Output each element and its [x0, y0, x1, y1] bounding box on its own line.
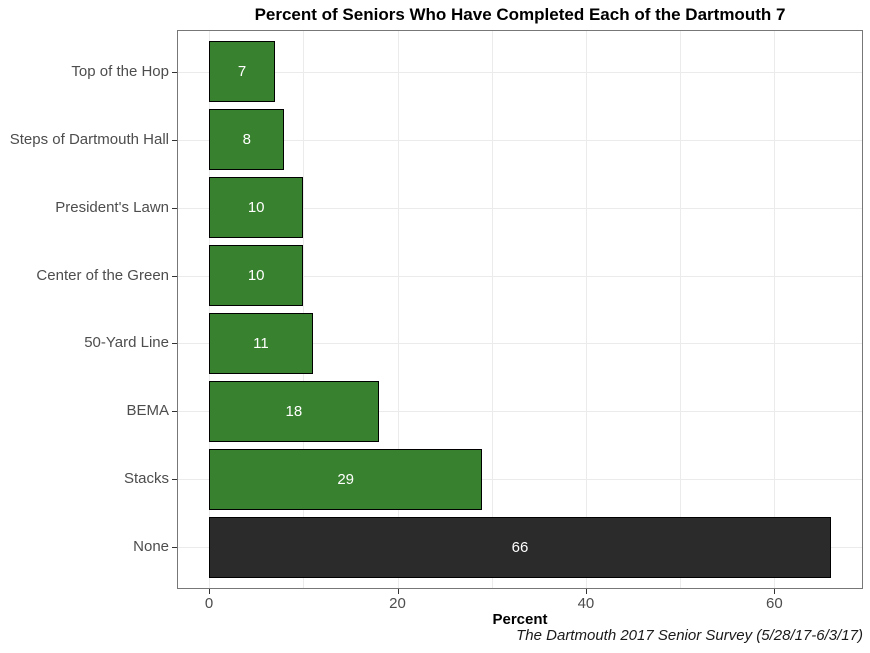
x-tick-label: 60 [766, 595, 783, 612]
y-tick-mark [172, 275, 177, 277]
bar-value-label: 66 [511, 538, 529, 556]
y-axis-label: 50-Yard Line [84, 334, 169, 352]
bar-value-label: 11 [253, 334, 269, 352]
y-gridline [178, 479, 862, 481]
y-axis-label: Center of the Green [36, 266, 169, 284]
x-tick-mark [209, 589, 211, 594]
y-tick-mark [172, 479, 177, 481]
x-gridline [585, 31, 587, 588]
x-gridline [774, 31, 776, 588]
x-axis-title: Percent [492, 611, 548, 628]
bar: 7 [209, 41, 276, 103]
bar-value-label: 10 [247, 199, 265, 217]
y-tick-mark [172, 411, 177, 413]
y-axis-label: Steps of Dartmouth Hall [9, 130, 169, 148]
x-tick-mark [397, 589, 399, 594]
y-gridline [178, 411, 862, 413]
y-axis-label: Stacks [123, 470, 169, 488]
y-tick-mark [172, 139, 177, 141]
y-gridline [178, 207, 862, 209]
bar-value-label: 18 [285, 402, 303, 420]
bar: 10 [209, 177, 304, 239]
chart-caption: The Dartmouth 2017 Senior Survey (5/28/1… [516, 627, 863, 644]
y-tick-mark [172, 71, 177, 73]
y-gridline [178, 275, 862, 277]
x-gridline [397, 31, 399, 588]
y-gridline [178, 343, 862, 345]
y-axis-label: None [133, 538, 169, 556]
x-tick-mark [774, 589, 776, 594]
bar-value-label: 10 [247, 267, 265, 285]
plot-panel: 7 8 10 10 11 18 29 66 [177, 30, 863, 589]
x-tick-label: 0 [204, 595, 214, 612]
bar: 29 [209, 448, 483, 510]
bar: 10 [209, 244, 304, 307]
y-axis-label: Top of the Hop [71, 62, 169, 80]
x-tick-mark [585, 589, 587, 594]
bar: 11 [209, 312, 313, 375]
x-tick-label: 40 [577, 595, 595, 612]
y-tick-mark [172, 343, 177, 345]
bar-value-label: 29 [337, 470, 355, 488]
bar-value-label: 8 [242, 131, 251, 149]
bar: 18 [209, 380, 379, 442]
y-axis-label: BEMA [126, 402, 169, 420]
x-gridline [680, 31, 682, 588]
x-gridline [209, 31, 211, 588]
x-gridline [491, 31, 493, 588]
bar: 66 [209, 516, 831, 578]
y-gridline [178, 139, 862, 141]
y-gridline [178, 71, 862, 73]
bar-value-label: 7 [237, 63, 247, 81]
bar: 8 [209, 109, 285, 171]
chart-title: Percent of Seniors Who Have Completed Ea… [254, 5, 786, 24]
y-tick-mark [172, 547, 177, 549]
x-tick-label: 20 [389, 595, 406, 612]
y-tick-mark [172, 207, 177, 209]
x-gridline [303, 31, 305, 588]
y-axis-label: President's Lawn [55, 198, 169, 216]
